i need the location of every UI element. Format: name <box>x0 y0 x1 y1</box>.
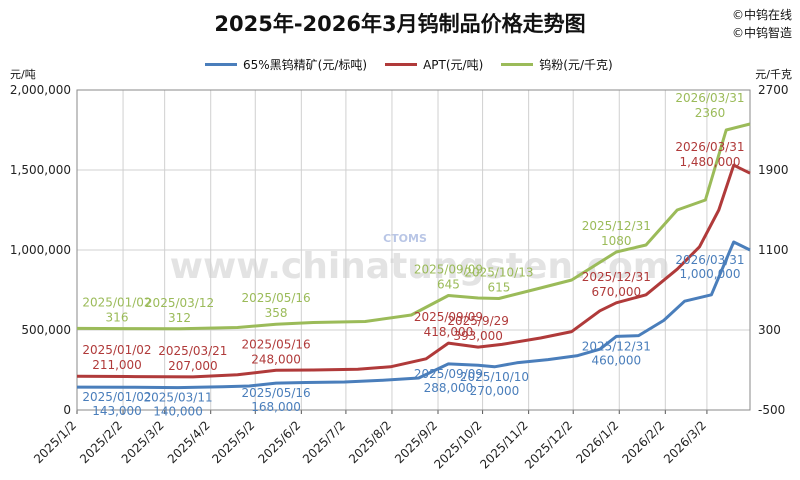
annotation-value-4: 270,000 <box>470 384 520 398</box>
legend-item-concentrate: 65%黑钨精矿(元/标吨) <box>205 56 367 73</box>
watermark-logo: CTOMS <box>383 232 427 245</box>
annotation-date-19: 2025/12/31 <box>582 219 651 233</box>
annotation-date-14: 2025/01/02 <box>82 295 151 309</box>
legend-label-apt: APT(元/吨) <box>423 57 484 72</box>
annotation-value-5: 460,000 <box>591 353 641 367</box>
x-tick-label: 2025/2/2 <box>77 418 125 466</box>
annotation-date-2: 2025/05/16 <box>241 386 310 400</box>
annotation-value-20: 2360 <box>695 106 726 120</box>
x-tick-label: 2025/6/2 <box>255 418 303 466</box>
x-tick-label: 2025/1/2 <box>31 418 79 466</box>
legend-swatch-powder <box>501 62 534 66</box>
annotation-date-7: 2025/01/02 <box>82 343 151 357</box>
y-right-tick-label: 1100 <box>758 243 789 257</box>
annotation-date-11: 2025/9/29 <box>447 314 509 328</box>
annotation-value-0: 143,000 <box>92 404 142 418</box>
x-tick-label: 2025/5/2 <box>209 418 257 466</box>
brand-label-bottom: ©中钨智造 <box>731 26 792 40</box>
legend-swatch-concentrate <box>205 62 237 66</box>
annotation-value-2: 168,000 <box>251 400 301 414</box>
series-line-2 <box>76 122 751 331</box>
brand-label-top: ©中钨在线 <box>731 8 792 22</box>
y-right-tick-label: 1900 <box>758 163 789 177</box>
annotation-value-17: 645 <box>437 278 460 292</box>
annotation-value-15: 312 <box>168 311 191 325</box>
annotation-date-16: 2025/05/16 <box>241 291 310 305</box>
y-left-tick-label: 1,500,000 <box>10 163 71 177</box>
y-left-tick-label: 2,000,000 <box>10 83 71 97</box>
annotation-date-18: 2025/10/13 <box>464 266 533 280</box>
legend-item-powder: 钨粉(元/千克) <box>501 56 613 73</box>
annotation-date-13: 2026/03/31 <box>675 140 744 154</box>
legend-swatch-apt <box>385 62 418 66</box>
annotation-date-9: 2025/05/16 <box>241 337 310 351</box>
x-tick-label: 2025/4/2 <box>165 418 213 466</box>
annotation-value-14: 316 <box>106 310 129 324</box>
watermark-url: www.chinatungsten.com <box>170 246 671 287</box>
annotation-value-11: 393,000 <box>453 329 503 343</box>
x-tick-label: 2025/12/2 <box>522 418 575 471</box>
x-tick-label: 2025/10/2 <box>431 418 484 471</box>
annotation-date-6: 2026/03/31 <box>675 253 744 267</box>
annotation-value-12: 670,000 <box>591 285 641 299</box>
x-tick-label: 2025/3/2 <box>119 418 167 466</box>
annotation-date-4: 2025/10/10 <box>460 370 529 384</box>
annotation-value-1: 140,000 <box>153 405 203 419</box>
y-right-tick-label: 300 <box>758 323 781 337</box>
annotation-date-3: 2025/09/09 <box>414 367 483 381</box>
annotation-date-10: 2025/09/09 <box>414 310 483 324</box>
y-axis-left-unit: 元/吨 <box>10 68 36 81</box>
annotation-date-12: 2025/12/31 <box>582 270 651 284</box>
annotation-date-20: 2026/03/31 <box>675 91 744 105</box>
x-tick-label: 2026/3/2 <box>661 418 709 466</box>
annotation-value-18: 615 <box>487 281 510 295</box>
annotation-date-8: 2025/03/21 <box>158 344 227 358</box>
y-left-tick-label: 1,000,000 <box>10 243 71 257</box>
x-tick-label: 2025/7/2 <box>300 418 348 466</box>
annotation-value-13: 1,480,000 <box>679 155 740 169</box>
legend-label-concentrate: 65%黑钨精矿(元/标吨) <box>243 57 368 72</box>
chart-title: 2025年-2026年3月钨制品价格走势图 <box>214 12 586 36</box>
annotation-value-7: 211,000 <box>92 358 142 372</box>
annotation-value-9: 248,000 <box>251 352 301 366</box>
x-tick-label: 2025/8/2 <box>346 418 394 466</box>
y-axis-right-unit: 元/千克 <box>755 68 792 81</box>
y-right-tick-label: -500 <box>758 403 785 417</box>
y-left-tick-label: 0 <box>63 403 71 417</box>
annotation-date-1: 2025/03/11 <box>143 391 212 405</box>
annotation-value-16: 358 <box>265 306 288 320</box>
annotation-value-3: 288,000 <box>424 381 474 395</box>
annotation-date-15: 2025/03/12 <box>145 296 214 310</box>
y-right-tick-label: 2700 <box>758 83 789 97</box>
annotation-value-6: 1,000,000 <box>679 267 740 281</box>
x-tick-label: 2026/2/2 <box>619 418 667 466</box>
chart-legend: 65%黑钨精矿(元/标吨) APT(元/吨) 钨粉(元/千克) <box>205 56 665 72</box>
annotation-value-19: 1080 <box>601 234 632 248</box>
legend-label-powder: 钨粉(元/千克) <box>539 57 613 72</box>
legend-item-apt: APT(元/吨) <box>385 56 483 73</box>
annotation-value-10: 418,000 <box>424 325 474 339</box>
annotation-date-17: 2025/09/09 <box>414 263 483 277</box>
annotation-date-0: 2025/01/02 <box>82 390 151 404</box>
x-tick-label: 2026/1/2 <box>573 418 621 466</box>
y-left-tick-label: 500,000 <box>21 323 71 337</box>
series-line-1 <box>76 163 751 379</box>
series-line-0 <box>76 240 751 390</box>
annotation-value-8: 207,000 <box>168 359 218 373</box>
annotation-date-5: 2025/12/31 <box>582 339 651 353</box>
